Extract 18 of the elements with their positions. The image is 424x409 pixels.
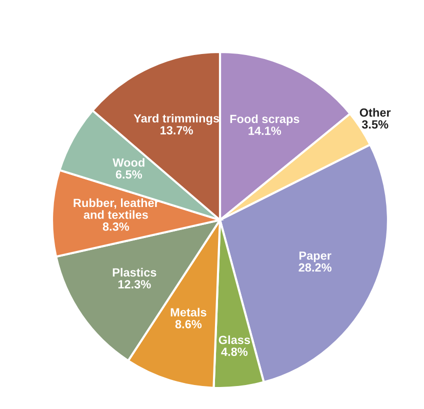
slice-label: Other xyxy=(360,108,391,117)
data-label: 8.3% xyxy=(102,222,130,231)
data-label: 8.6% xyxy=(175,320,202,328)
data-label: 4.8% xyxy=(221,348,248,356)
slice-label: Rubber, leather and textiles xyxy=(74,198,159,219)
slice-label: Metals xyxy=(170,308,206,316)
slice-label: Wood xyxy=(112,158,144,167)
slice-label: Plastics xyxy=(112,268,156,277)
data-label: 3.5% xyxy=(362,120,388,129)
data-label: 28.2% xyxy=(298,263,332,272)
data-label: 12.3% xyxy=(118,280,151,288)
slice-label: Yard trimmings xyxy=(134,114,220,125)
data-label: 14.1% xyxy=(248,126,282,135)
data-label: 6.5% xyxy=(116,170,142,179)
slice-label: Paper xyxy=(299,252,332,262)
slice-label: Glass xyxy=(218,335,250,344)
data-label: 13.7% xyxy=(160,126,193,134)
slice-label: Food scraps xyxy=(230,114,300,126)
